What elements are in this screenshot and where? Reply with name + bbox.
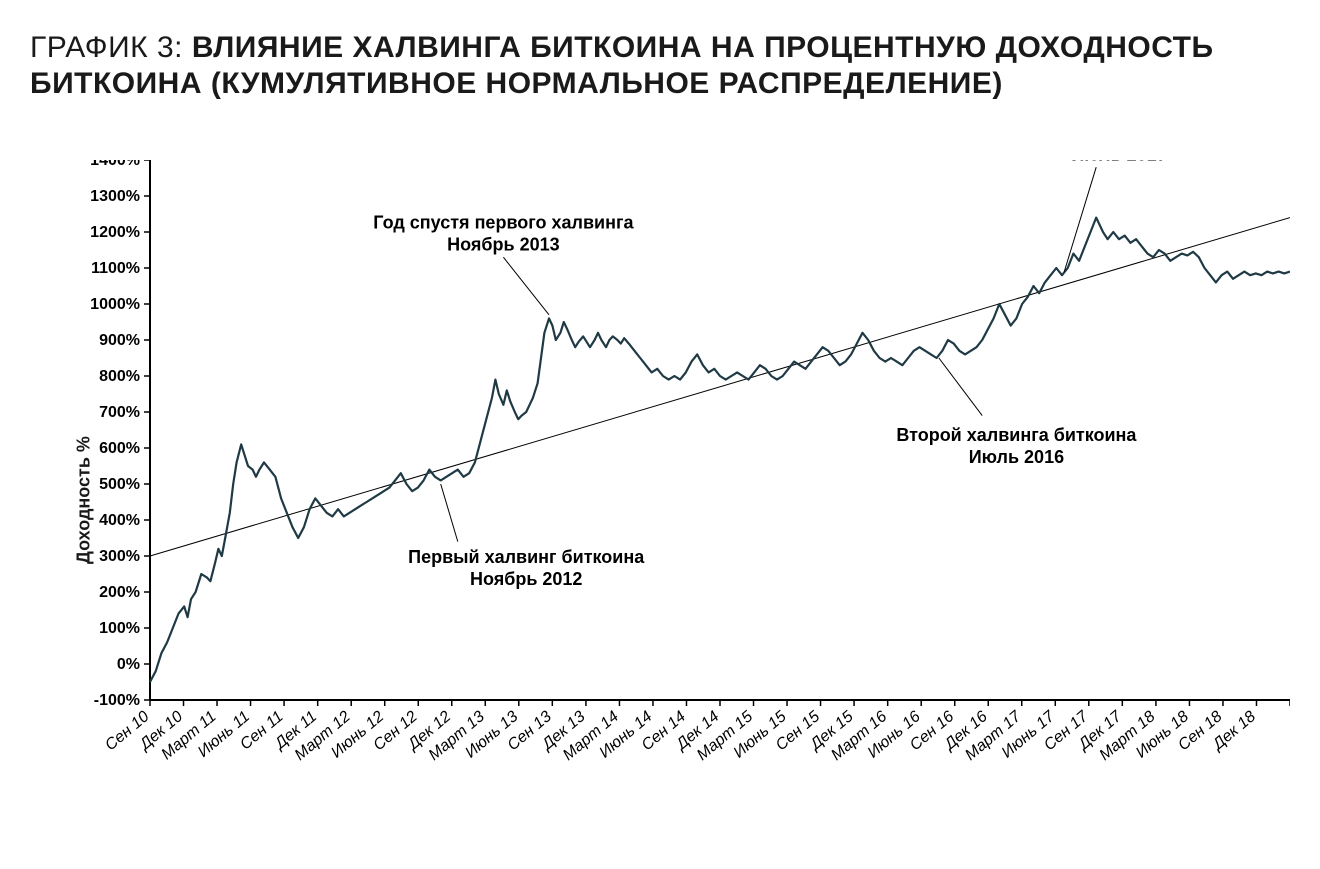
y-tick-label: 600% (99, 440, 140, 457)
annotation-pointer (939, 358, 982, 416)
annotation-label: Год спустя первого халвинга (373, 212, 634, 232)
chart-title-main: ВЛИЯНИЕ ХАЛВИНГА БИТКОИНА НА ПРОЦЕНТНУЮ … (30, 31, 1214, 100)
y-tick-label: 1000% (90, 296, 140, 313)
y-tick-label: 500% (99, 476, 140, 493)
chart-title: ГРАФИК 3: ВЛИЯНИЕ ХАЛВИНГА БИТКОИНА НА П… (30, 30, 1290, 102)
y-tick-label: 300% (99, 548, 140, 565)
annotation-label: Ноябрь 2012 (470, 569, 582, 589)
annotation-label: Ноябрь 2013 (447, 234, 559, 254)
annotation-label: Июль 2017 (1071, 160, 1166, 164)
chart-svg: -100% 0% 100% 200% 300% 400% 500% 600% 700% 800% 9… (30, 160, 1290, 840)
data-series (150, 218, 1290, 682)
y-tick-label: 100% (99, 620, 140, 637)
y-tick-label: 1400% (90, 160, 140, 169)
y-tick-label: 800% (99, 368, 140, 385)
y-tick-label: -100% (94, 692, 140, 709)
annotation-label: Первый халвинг биткоина (408, 547, 645, 567)
chart-title-prefix: ГРАФИК 3: (30, 31, 183, 64)
y-tick-label: 0% (117, 656, 140, 673)
y-axis-label: Доходность % (73, 436, 94, 564)
y-tick-label: 700% (99, 404, 140, 421)
chart-container: Доходность % -100% 0% 100% 200% 300% 400% 500%… (30, 160, 1290, 840)
annotation-label: Июль 2016 (969, 447, 1064, 467)
y-tick-label: 1200% (90, 224, 140, 241)
y-tick-label: 1300% (90, 188, 140, 205)
y-tick-label: 400% (99, 512, 140, 529)
y-tick-label: 1100% (91, 260, 140, 277)
y-tick-label: 900% (99, 332, 140, 349)
annotation-pointer (441, 484, 458, 542)
y-tick-label: 200% (99, 584, 140, 601)
annotation-label: Второй халвинга биткоина (896, 425, 1137, 445)
annotation-pointer (503, 257, 549, 315)
